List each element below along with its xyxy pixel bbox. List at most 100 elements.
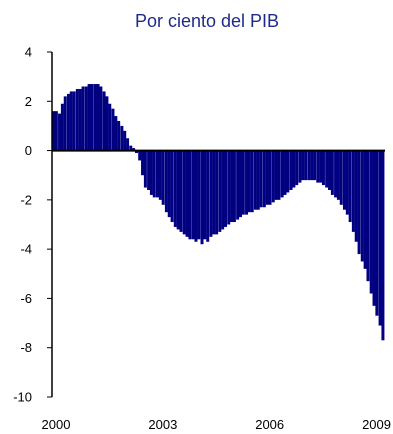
bar	[99, 86, 103, 151]
bar	[325, 150, 329, 188]
bar	[203, 150, 207, 240]
bar	[253, 150, 257, 210]
bar	[304, 150, 308, 181]
bar	[357, 150, 361, 255]
bar	[66, 93, 70, 151]
bar	[241, 150, 245, 215]
bar	[289, 150, 293, 190]
bar	[348, 150, 352, 223]
bar	[167, 150, 171, 218]
bar	[69, 91, 73, 151]
bar	[54, 111, 58, 151]
bar	[114, 116, 118, 151]
bar	[274, 150, 278, 200]
bar	[87, 84, 91, 151]
bar	[120, 125, 124, 151]
bar	[156, 150, 159, 198]
bar	[360, 150, 364, 262]
bar	[93, 84, 97, 151]
bar	[191, 150, 195, 240]
bar	[138, 150, 142, 161]
bar	[149, 150, 153, 195]
x-tick-label: 2006	[255, 417, 284, 432]
x-axis-labels: 2000 2003 2006 2009	[42, 417, 391, 432]
bar	[158, 150, 162, 200]
y-tick-label: 2	[25, 94, 32, 109]
x-tick-label: 2003	[148, 417, 177, 432]
bar	[321, 150, 325, 186]
bar	[176, 150, 180, 230]
bar	[58, 113, 62, 151]
bar	[206, 150, 210, 242]
bar	[280, 150, 284, 198]
bar	[381, 150, 385, 341]
bar	[143, 150, 147, 188]
bar	[301, 150, 305, 181]
bar	[212, 150, 216, 235]
bar	[182, 150, 186, 235]
bar	[259, 150, 263, 208]
chart-title: Por ciento del PIB	[135, 11, 279, 31]
bar	[313, 150, 317, 181]
bar	[277, 150, 281, 200]
bar	[363, 150, 367, 269]
bar	[224, 150, 228, 227]
bar	[339, 150, 343, 205]
bar	[126, 138, 130, 151]
bar	[230, 150, 234, 223]
bar	[316, 150, 320, 183]
bar	[111, 108, 115, 151]
bar	[354, 150, 358, 242]
bar	[336, 150, 340, 200]
bar	[298, 150, 302, 183]
bar	[351, 150, 355, 232]
bar	[209, 150, 213, 237]
y-tick-label: 4	[25, 45, 32, 60]
bar	[236, 150, 240, 220]
bar	[179, 150, 183, 232]
bar	[75, 88, 79, 151]
bar	[84, 86, 88, 151]
bar	[334, 150, 338, 198]
y-tick-label: -6	[20, 291, 32, 306]
bar	[197, 150, 201, 240]
bar	[134, 150, 138, 154]
bar-series	[52, 84, 385, 341]
bar	[375, 150, 379, 316]
y-tick-label: -2	[20, 192, 32, 207]
bar	[307, 150, 311, 181]
bar	[328, 150, 332, 190]
bar	[72, 91, 76, 151]
bar	[102, 91, 106, 151]
bar	[152, 150, 156, 198]
bar	[283, 150, 287, 195]
bar	[194, 150, 198, 242]
bar	[262, 150, 266, 208]
bar	[245, 150, 249, 215]
bar	[105, 96, 109, 151]
y-tick-label: -4	[20, 242, 32, 257]
bar	[147, 150, 151, 190]
bar	[366, 150, 370, 282]
bar	[319, 150, 323, 183]
bar	[247, 150, 251, 213]
bar	[345, 150, 349, 215]
bar	[265, 150, 269, 205]
bar	[372, 150, 376, 306]
bar	[378, 150, 382, 326]
bar	[117, 121, 121, 151]
bar	[161, 150, 165, 205]
bar	[250, 150, 254, 213]
bar	[200, 150, 204, 245]
bar	[90, 84, 94, 151]
bar	[132, 148, 136, 151]
bar	[238, 150, 242, 218]
bar	[369, 150, 373, 294]
bar	[227, 150, 231, 225]
bar	[330, 150, 334, 195]
x-tick-label: 2000	[42, 417, 71, 432]
bar	[78, 88, 82, 151]
bar	[256, 150, 260, 210]
bar	[268, 150, 272, 205]
